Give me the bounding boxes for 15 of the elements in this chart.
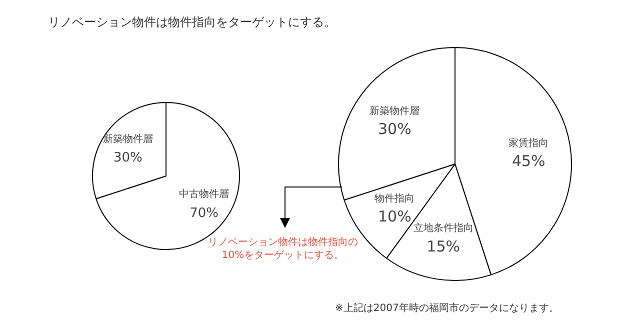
- data-label: 70%: [190, 206, 219, 222]
- slice-label: 立地条件指向: [413, 222, 474, 234]
- slice-label: 家賃指向: [508, 136, 549, 149]
- slice-label: 新築物件層: [370, 104, 420, 117]
- data-label: 15%: [426, 238, 460, 256]
- text: ※上記は2007年時の福岡市のデータになります。: [335, 302, 559, 315]
- slice-label: 物件指向: [374, 192, 415, 204]
- data-label: 30%: [378, 120, 412, 138]
- chart-title: リノベーション物件は物件指向をターゲットにする。: [48, 14, 336, 31]
- data-label: 10%: [378, 208, 412, 226]
- data-label: 45%: [512, 152, 546, 170]
- text: リノベーション物件は物件指向の10%をターゲットにする。: [207, 236, 359, 262]
- slice-label: 新築物件層: [102, 132, 153, 145]
- slice-label: 中古物件層: [179, 188, 230, 200]
- data-label: 30%: [113, 150, 142, 166]
